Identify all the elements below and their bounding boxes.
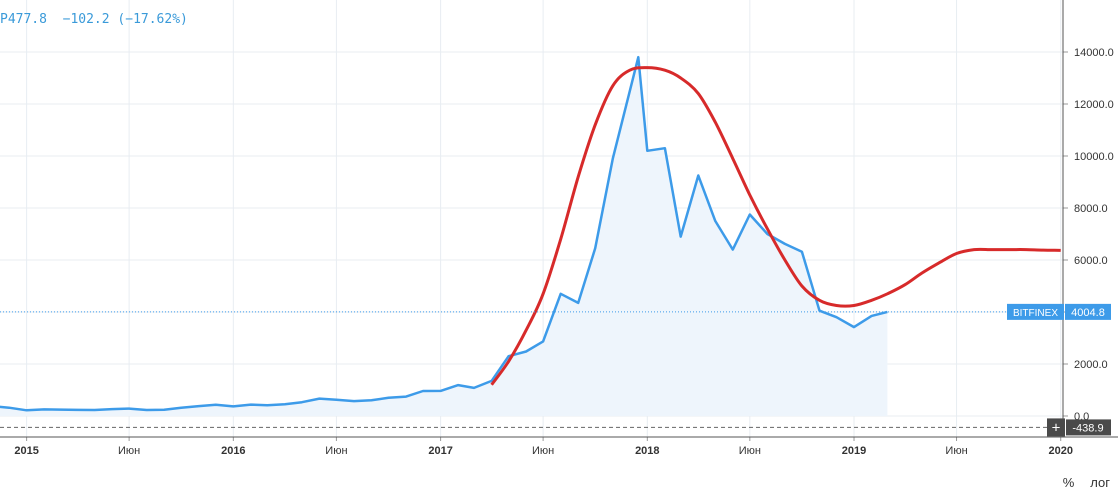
legend: P477.8 −102.2 (−17.62%): [0, 12, 188, 27]
price-label-bg: [1065, 303, 1111, 320]
x-tick-label: Июн: [945, 445, 967, 457]
y-tick-label: 2000.0: [1074, 359, 1108, 371]
crosshair-plus-bg: [1047, 418, 1065, 437]
y-tick-label: 6000.0: [1074, 255, 1108, 267]
x-tick-label: 2015: [14, 445, 38, 457]
x-tick-label: 2016: [221, 445, 245, 457]
price-line: [0, 55, 888, 412]
percent-scale-toggle[interactable]: %: [1062, 475, 1075, 490]
label-layer: BITFINEX 4004.8 + -438.9: [1007, 303, 1111, 437]
exchange-label: BITFINEX: [1013, 308, 1058, 319]
legend-change-percent: (−17.62%): [117, 12, 188, 27]
x-tick-label: Июн: [118, 445, 140, 457]
crosshair-plus-icon: +: [1052, 419, 1061, 436]
x-tick-label: Июн: [532, 445, 554, 457]
x-tick-label: 2019: [842, 445, 866, 457]
y-tick-label: 12000.0: [1074, 99, 1114, 111]
y-tick-label: 8000.0: [1074, 203, 1108, 215]
exchange-label-bg: [1007, 303, 1064, 320]
crosshair-label: -438.9: [1072, 422, 1103, 434]
x-tick-label: Июн: [739, 445, 761, 457]
scale-controls: % лог: [1063, 475, 1110, 490]
price-area: [0, 57, 888, 416]
area-layer: [0, 57, 888, 416]
legend-value: P477.8: [0, 12, 47, 27]
x-tick-label: 2017: [428, 445, 452, 457]
line-layer: [0, 55, 1063, 428]
ma-line: [490, 66, 1061, 386]
log-scale-toggle[interactable]: лог: [1090, 475, 1110, 490]
legend-change: −102.2: [62, 12, 110, 27]
x-tick-label: 2018: [635, 445, 659, 457]
y-tick-label: 10000.0: [1074, 151, 1114, 163]
x-tick-label: Июн: [325, 445, 347, 457]
crosshair-label-bg: [1066, 419, 1111, 436]
x-tick-label: 2020: [1048, 445, 1072, 457]
y-tick-label: 14000.0: [1074, 47, 1114, 59]
price-label: 4004.8: [1071, 307, 1105, 319]
